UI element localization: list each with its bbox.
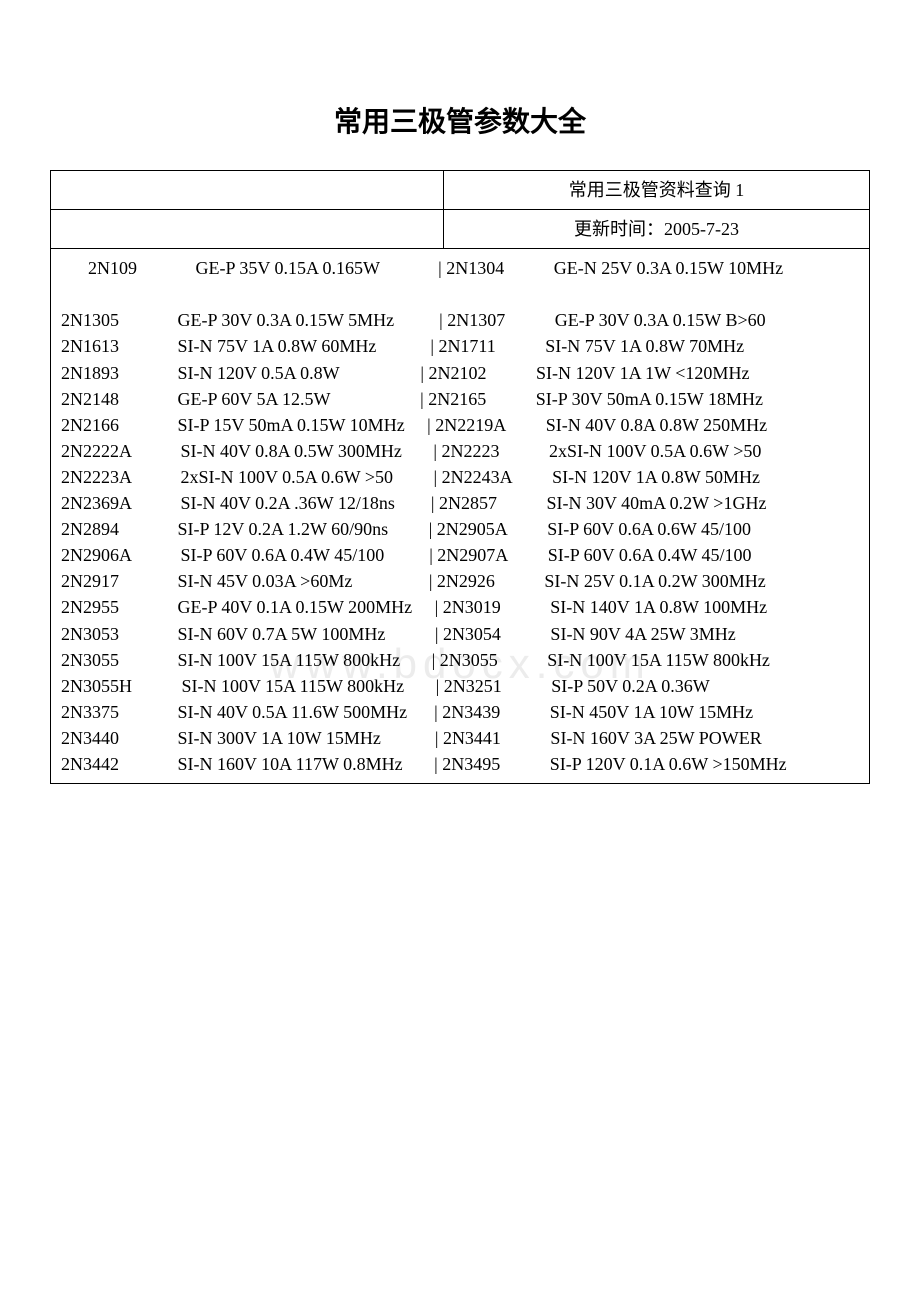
transistor-data-cell: 2N109 GE-P 35V 0.15A 0.165W | 2N1304 GE-… (51, 249, 870, 784)
table-header-row-2: 更新时间：2005-7-23 (51, 210, 870, 249)
table-header-row-1: 常用三极管资料查询 1 (51, 171, 870, 210)
header-right-cell-2: 更新时间：2005-7-23 (444, 210, 870, 249)
page-title: 常用三极管参数大全 (50, 100, 870, 140)
main-table: 常用三极管资料查询 1 更新时间：2005-7-23 2N109 GE-P 35… (50, 170, 870, 784)
table-data-row: 2N109 GE-P 35V 0.15A 0.165W | 2N1304 GE-… (51, 249, 870, 784)
header-right-cell-1: 常用三极管资料查询 1 (444, 171, 870, 210)
header-left-cell-2 (51, 210, 444, 249)
header-left-cell (51, 171, 444, 210)
